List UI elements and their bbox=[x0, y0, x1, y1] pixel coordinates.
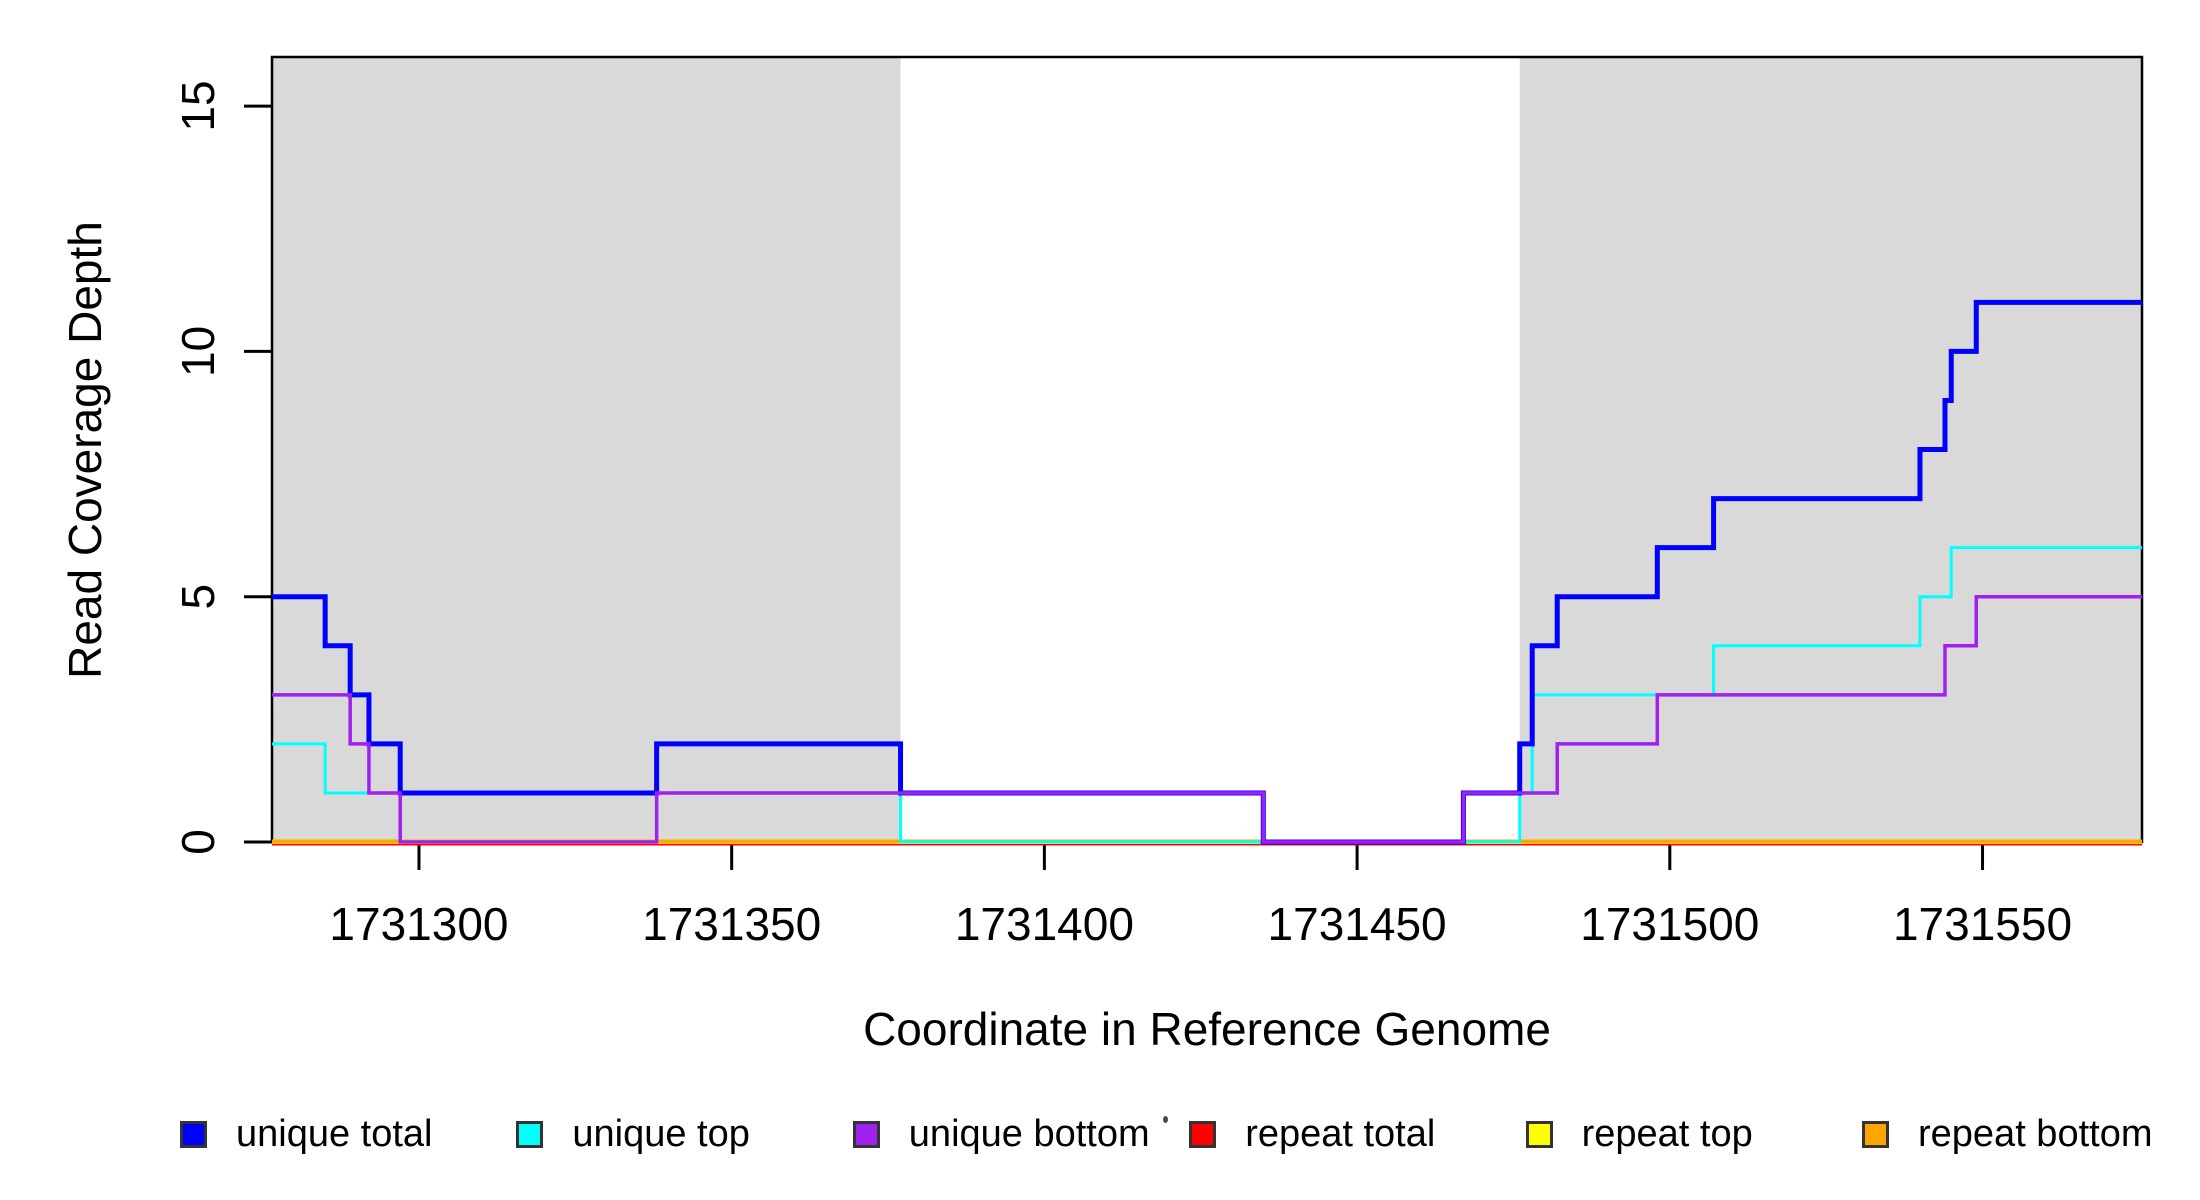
x-tick-label: 1731550 bbox=[1893, 898, 2072, 950]
left-repeat-region-shading bbox=[272, 57, 901, 842]
series-unique-bottom bbox=[272, 594, 2142, 844]
x-axis-title: Coordinate in Reference Genome bbox=[863, 1003, 1551, 1055]
y-tick-label: 15 bbox=[172, 80, 224, 131]
y-axis-title: Read Coverage Depth bbox=[59, 221, 111, 679]
right-repeat-region-shading bbox=[1519, 57, 2142, 842]
x-tick-label: 1731500 bbox=[1580, 898, 1759, 950]
x-tick-label: 1731300 bbox=[329, 898, 508, 950]
y-tick-label: 0 bbox=[172, 829, 224, 855]
y-tick-label: 10 bbox=[172, 326, 224, 377]
stray-dot-artifact bbox=[1163, 1116, 1168, 1123]
x-tick-label: 1731450 bbox=[1268, 898, 1447, 950]
series-unique-total bbox=[272, 299, 2142, 845]
x-tick-label: 1731350 bbox=[642, 898, 821, 950]
y-tick-label: 5 bbox=[172, 584, 224, 610]
x-tick-label: 1731400 bbox=[955, 898, 1134, 950]
